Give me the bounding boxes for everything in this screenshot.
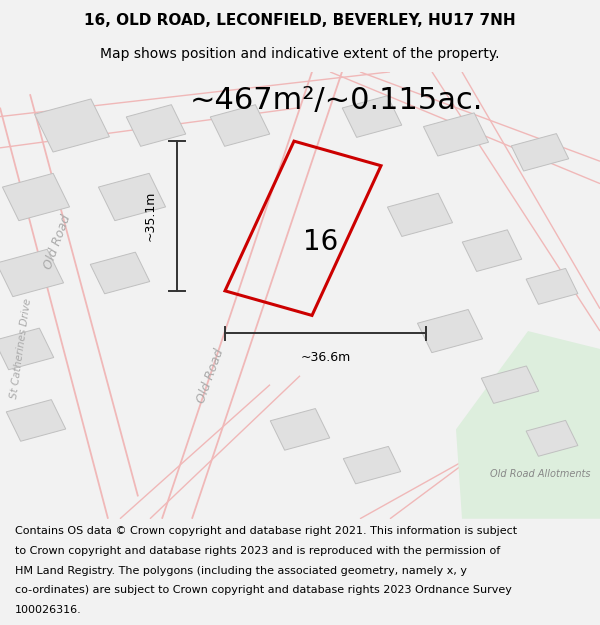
Polygon shape — [511, 134, 569, 171]
Polygon shape — [343, 446, 401, 484]
Polygon shape — [90, 252, 150, 294]
Polygon shape — [0, 328, 54, 370]
Text: ~467m²/~0.115ac.: ~467m²/~0.115ac. — [190, 86, 482, 116]
Polygon shape — [98, 173, 166, 221]
Text: Map shows position and indicative extent of the property.: Map shows position and indicative extent… — [100, 47, 500, 61]
Polygon shape — [6, 399, 66, 441]
Text: ~36.6m: ~36.6m — [301, 351, 350, 364]
Text: 16: 16 — [304, 228, 338, 256]
Polygon shape — [481, 366, 539, 403]
Text: ~35.1m: ~35.1m — [143, 191, 157, 241]
Text: 16, OLD ROAD, LECONFIELD, BEVERLEY, HU17 7NH: 16, OLD ROAD, LECONFIELD, BEVERLEY, HU17… — [84, 12, 516, 28]
Text: HM Land Registry. The polygons (including the associated geometry, namely x, y: HM Land Registry. The polygons (includin… — [15, 566, 467, 576]
Polygon shape — [462, 230, 522, 271]
Polygon shape — [210, 105, 270, 146]
Text: 100026316.: 100026316. — [15, 605, 82, 615]
Polygon shape — [35, 99, 109, 152]
Text: Old Road Allotments: Old Road Allotments — [490, 469, 590, 479]
Text: Contains OS data © Crown copyright and database right 2021. This information is : Contains OS data © Crown copyright and d… — [15, 526, 517, 536]
Polygon shape — [456, 331, 600, 519]
Text: Old Road: Old Road — [194, 347, 226, 405]
Text: St Catherines Drive: St Catherines Drive — [9, 298, 33, 400]
Text: Old Road: Old Road — [41, 213, 73, 271]
Polygon shape — [0, 249, 64, 297]
Polygon shape — [424, 113, 488, 156]
Polygon shape — [526, 268, 578, 304]
Polygon shape — [2, 173, 70, 221]
Polygon shape — [526, 421, 578, 456]
Text: co-ordinates) are subject to Crown copyright and database rights 2023 Ordnance S: co-ordinates) are subject to Crown copyr… — [15, 585, 512, 595]
Polygon shape — [342, 96, 402, 138]
Polygon shape — [418, 309, 482, 352]
Polygon shape — [270, 409, 330, 450]
Polygon shape — [388, 193, 452, 236]
Text: to Crown copyright and database rights 2023 and is reproduced with the permissio: to Crown copyright and database rights 2… — [15, 546, 500, 556]
Polygon shape — [126, 105, 186, 146]
